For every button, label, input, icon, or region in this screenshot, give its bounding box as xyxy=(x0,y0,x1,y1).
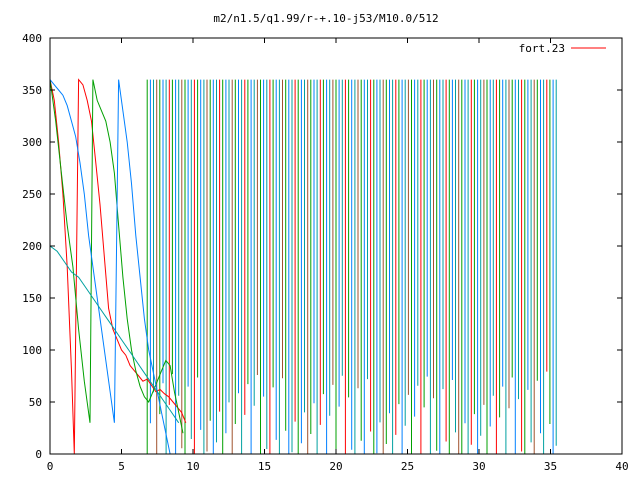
y-tick-label: 150 xyxy=(22,292,42,305)
series-line-1 xyxy=(49,79,184,434)
x-tick-label: 30 xyxy=(472,460,485,473)
chart-title: m2/n1.5/q1.99/r-+.10-j53/M10.0/512 xyxy=(213,12,438,25)
x-tick-label: 0 xyxy=(47,460,54,473)
y-tick-label: 400 xyxy=(22,32,42,45)
y-tick-label: 100 xyxy=(22,344,42,357)
x-axis: 0 5 10 15 20 25 30 35 40 xyxy=(47,38,629,473)
y-tick-label: 50 xyxy=(29,396,42,409)
y-tick-label: 250 xyxy=(22,188,42,201)
x-tick-label: 20 xyxy=(329,460,342,473)
x-tick-label: 15 xyxy=(258,460,271,473)
y-axis: 0 50 100 150 200 250 300 350 400 xyxy=(22,32,622,461)
series-line-3 xyxy=(49,245,180,424)
legend-label: fort.23 xyxy=(519,42,565,55)
y-tick-label: 350 xyxy=(22,84,42,97)
y-tick-label: 200 xyxy=(22,240,42,253)
y-tick-label: 300 xyxy=(22,136,42,149)
series-line-2 xyxy=(49,79,171,455)
x-tick-label: 25 xyxy=(401,460,414,473)
x-tick-label: 35 xyxy=(544,460,557,473)
y-tick-label: 0 xyxy=(35,448,42,461)
x-tick-label: 5 xyxy=(118,460,125,473)
x-tick-label: 10 xyxy=(186,460,199,473)
legend: fort.23 xyxy=(519,42,606,55)
series-line-0 xyxy=(49,78,187,455)
series-layer xyxy=(49,78,557,455)
x-tick-label: 40 xyxy=(615,460,628,473)
